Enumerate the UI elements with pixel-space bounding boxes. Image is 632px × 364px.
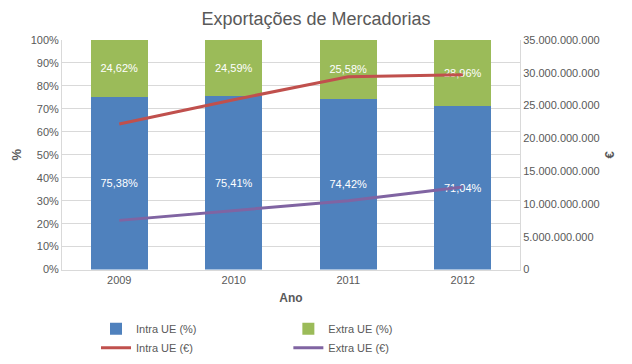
svg-text:Intra UE (%): Intra UE (%)	[136, 323, 197, 335]
svg-text:20%: 20%	[37, 218, 59, 230]
svg-text:50%: 50%	[37, 149, 59, 161]
svg-text:2011: 2011	[336, 274, 360, 286]
svg-text:24,59%: 24,59%	[215, 62, 253, 74]
svg-text:90%: 90%	[37, 57, 59, 69]
svg-text:%: %	[9, 149, 24, 161]
svg-text:0%: 0%	[43, 263, 59, 275]
svg-text:75,41%: 75,41%	[215, 177, 253, 189]
svg-text:74,42%: 74,42%	[329, 178, 367, 190]
svg-text:25.000.000.000: 25.000.000.000	[523, 99, 599, 111]
svg-text:Intra UE (€): Intra UE (€)	[136, 342, 193, 354]
svg-text:35.000.000.000: 35.000.000.000	[523, 34, 599, 46]
svg-text:24,62%: 24,62%	[100, 62, 138, 74]
svg-text:Ano: Ano	[279, 291, 302, 305]
svg-text:15.000.000.000: 15.000.000.000	[523, 165, 599, 177]
svg-text:71,04%: 71,04%	[444, 182, 482, 194]
svg-text:25,58%: 25,58%	[329, 63, 367, 75]
svg-text:20.000.000.000: 20.000.000.000	[523, 132, 599, 144]
svg-text:Exportações de Mercadorias: Exportações de Mercadorias	[201, 9, 430, 29]
svg-text:30.000.000.000: 30.000.000.000	[523, 67, 599, 79]
svg-text:70%: 70%	[37, 103, 59, 115]
svg-text:0: 0	[523, 263, 529, 275]
svg-text:60%: 60%	[37, 126, 59, 138]
svg-text:Extra UE (%): Extra UE (%)	[328, 323, 392, 335]
svg-text:2009: 2009	[107, 274, 131, 286]
svg-text:28,96%: 28,96%	[444, 67, 482, 79]
svg-text:10.000.000.000: 10.000.000.000	[523, 198, 599, 210]
svg-text:80%: 80%	[37, 80, 59, 92]
svg-text:2010: 2010	[222, 274, 246, 286]
svg-text:75,38%: 75,38%	[100, 177, 138, 189]
svg-text:30%: 30%	[37, 195, 59, 207]
svg-text:100%: 100%	[31, 34, 59, 46]
svg-text:2012: 2012	[451, 274, 475, 286]
svg-text:10%: 10%	[37, 240, 59, 252]
svg-text:40%: 40%	[37, 172, 59, 184]
svg-text:Extra UE (€): Extra UE (€)	[328, 342, 389, 354]
svg-text:€: €	[602, 151, 617, 158]
svg-text:5.000.000.000: 5.000.000.000	[523, 231, 593, 243]
